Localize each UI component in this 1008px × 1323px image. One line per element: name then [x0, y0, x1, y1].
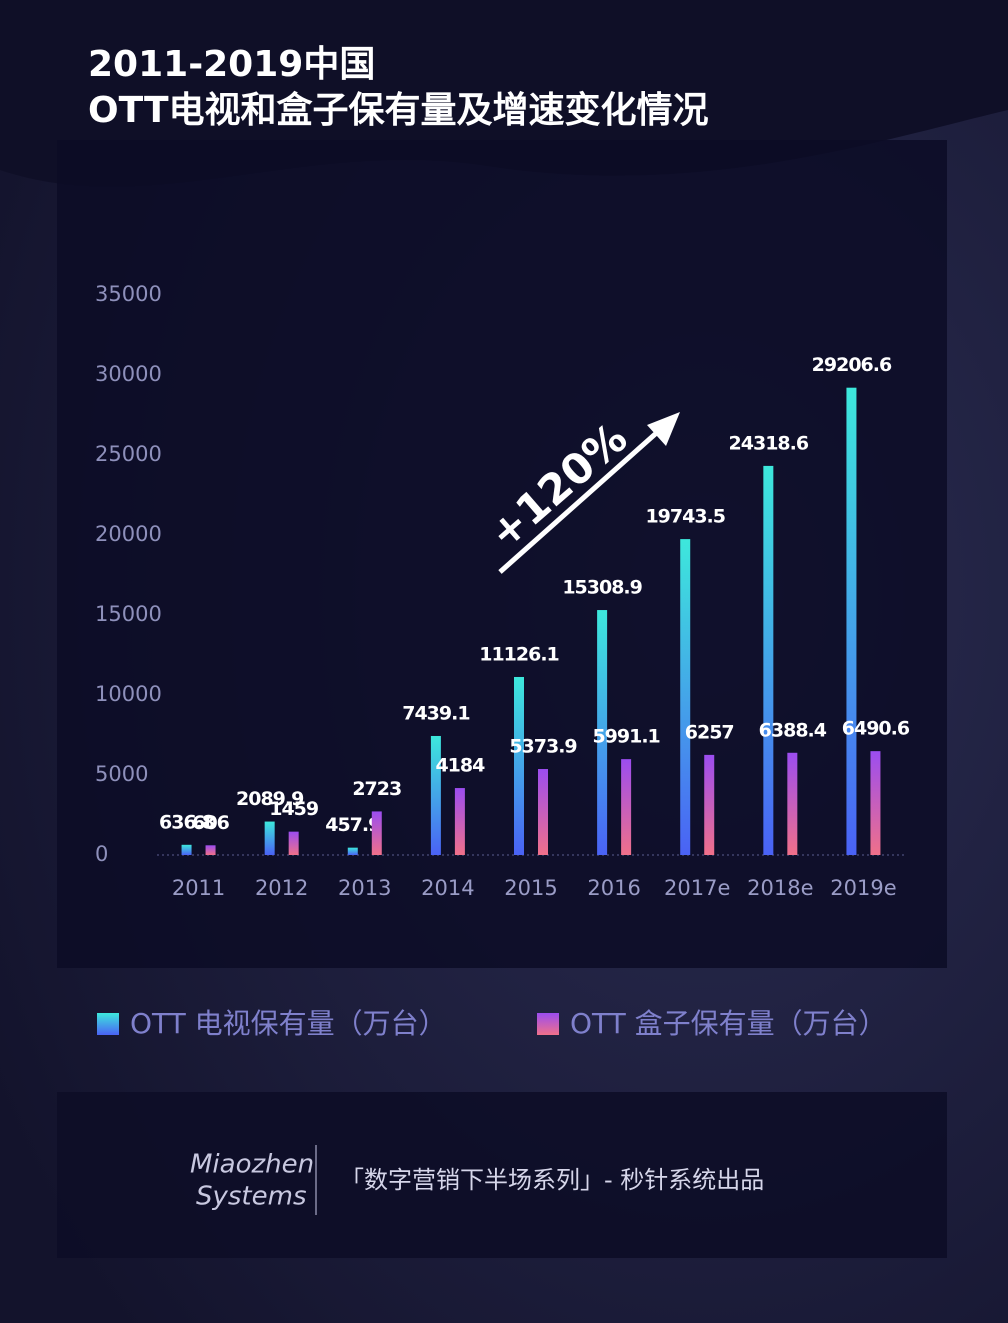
x-tick-label: 2019e [830, 876, 896, 900]
x-tick-label: 2017e [664, 876, 730, 900]
value-label: 15308.9 [562, 577, 642, 599]
y-tick-label: 25000 [95, 442, 162, 466]
x-tick-label: 2012 [255, 876, 308, 900]
bar [846, 387, 857, 855]
legend-swatch [537, 1013, 559, 1035]
bar [288, 831, 299, 855]
value-label: 2723 [352, 778, 401, 800]
value-label: 606 [192, 812, 229, 834]
chart-title: OTT电视和盒子保有量及增速变化情况 [88, 89, 709, 131]
chart-title: 2011-2019中国 [88, 44, 375, 85]
bar [597, 610, 608, 855]
y-tick-label: 15000 [95, 602, 162, 626]
value-label: 5373.9 [509, 736, 576, 758]
x-tick-label: 2018e [747, 876, 813, 900]
trend-arrowhead [647, 412, 680, 446]
bar [454, 788, 465, 855]
value-label: 19743.5 [645, 506, 725, 528]
value-label: 5991.1 [592, 726, 659, 748]
bar [538, 769, 548, 855]
value-label: 1459 [269, 798, 318, 820]
legend-label: OTT 电视保有量（万台） [130, 1007, 447, 1040]
value-label: 24318.6 [729, 432, 809, 454]
value-label: 636.8 [159, 811, 215, 833]
y-tick-label: 0 [95, 842, 108, 866]
logo: Systems [196, 1182, 307, 1212]
bar [704, 754, 715, 855]
value-label: 29206.6 [812, 354, 892, 376]
y-tick-label: 5000 [95, 762, 148, 786]
trend-arrow [498, 426, 664, 574]
chart-panel [57, 140, 947, 968]
y-tick-label: 20000 [95, 522, 162, 546]
bar [347, 847, 358, 855]
bar [205, 845, 216, 855]
bar [430, 735, 441, 855]
bar [621, 759, 632, 855]
x-tick-label: 2013 [338, 876, 391, 900]
value-label: 2089.9 [236, 788, 303, 810]
y-tick-label: 10000 [95, 682, 162, 706]
value-label: 7439.1 [402, 702, 469, 724]
value-label: 11126.1 [479, 643, 559, 665]
bar [680, 539, 691, 855]
x-tick-label: 2014 [421, 876, 474, 900]
value-label: 6490.6 [842, 718, 910, 740]
value-label: 6388.4 [759, 719, 827, 741]
value-label: 6257 [685, 721, 734, 743]
bar [514, 676, 524, 855]
footer-panel [57, 1092, 947, 1258]
x-tick-label: 2015 [504, 876, 557, 900]
bar [264, 821, 275, 855]
y-tick-label: 35000 [95, 282, 162, 306]
y-tick-label: 30000 [95, 362, 162, 386]
logo: Miaozhen [190, 1150, 314, 1180]
bar [763, 465, 774, 855]
x-tick-label: 2016 [587, 876, 640, 900]
footer-text: 「数字营销下半场系列」- 秒针系统出品 [340, 1166, 764, 1194]
bar [181, 844, 192, 855]
x-tick-label: 2011 [172, 876, 225, 900]
legend-swatch [97, 1013, 119, 1035]
bar [371, 811, 382, 855]
value-label: 4184 [435, 755, 485, 777]
value-label: 457.9 [325, 814, 380, 836]
bar [870, 751, 881, 855]
legend-label: OTT 盒子保有量（万台） [570, 1007, 887, 1040]
bar [787, 752, 798, 855]
